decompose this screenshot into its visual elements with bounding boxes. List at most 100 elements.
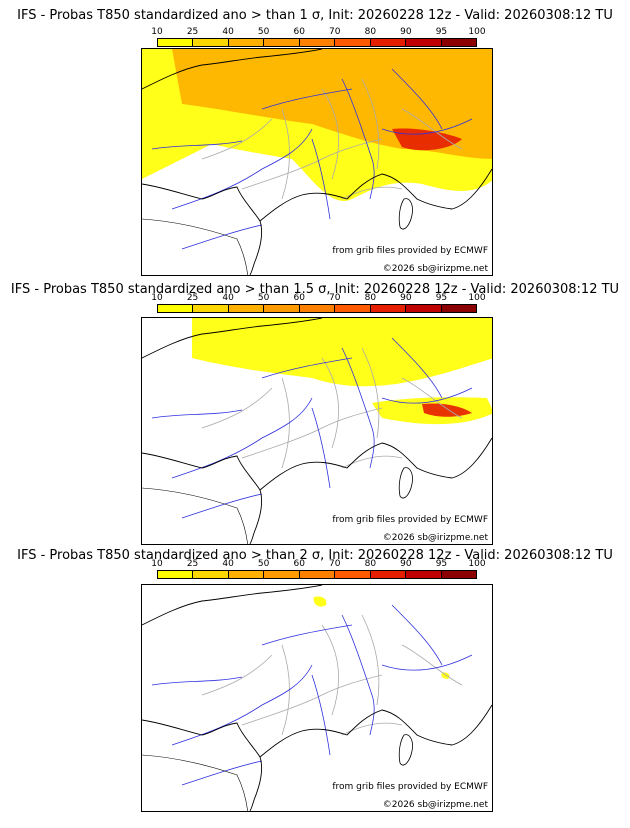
river (261, 624, 353, 646)
colorbar-swatch (158, 571, 194, 578)
coastline (142, 754, 249, 811)
colorbar-swatch (335, 39, 371, 46)
map-graphic (142, 318, 492, 544)
river (341, 614, 375, 736)
colorbar-tick-label: 70 (329, 293, 341, 303)
colorbar-tick-label: 90 (400, 293, 412, 303)
colorbar-ticks: 10 25 40 50 60 70 80 90 95 100 (151, 293, 485, 303)
colorbar-tick-label: 60 (293, 559, 305, 569)
colorbar-swatch (299, 305, 336, 312)
river (381, 387, 473, 404)
colorbar-swatches (157, 38, 477, 47)
coastline (259, 704, 492, 758)
river (151, 676, 243, 686)
copyright-label: ©2026 sb@irizpme.net (382, 264, 488, 274)
river (181, 224, 263, 250)
river (311, 674, 331, 756)
colorbar-swatches (157, 570, 477, 579)
colorbar-ticks: 10 25 40 50 60 70 80 90 95 100 (151, 27, 485, 37)
copyright-label: ©2026 sb@irizpme.net (382, 800, 488, 810)
river (181, 493, 263, 519)
probability-map: from grib files provided by ECMWF ©2026 … (141, 48, 493, 276)
colorbar-tick-label: 10 (151, 559, 163, 569)
colorbar-swatch (193, 305, 229, 312)
colorbar-tick-label: 95 (435, 293, 448, 303)
colorbar-tick-label: 70 (329, 559, 341, 569)
river (171, 397, 313, 479)
admin-border (321, 88, 339, 180)
colorbar-tick-label: 25 (186, 27, 199, 37)
colorbar-swatch (193, 39, 229, 46)
river (261, 88, 353, 110)
panel-title: IFS - Probas T850 standardized ano > tha… (10, 282, 620, 297)
colorbar-tick-label: 100 (468, 293, 486, 303)
river (311, 407, 331, 489)
colorbar: 10 25 40 50 60 70 80 90 95 100 (151, 27, 486, 47)
river (341, 347, 375, 469)
probability-map: from grib files provided by ECMWF ©2026 … (141, 317, 493, 545)
admin-border (201, 654, 273, 696)
island-outline (398, 198, 413, 230)
probability-area (422, 403, 472, 417)
colorbar-swatch (370, 305, 407, 312)
admin-border (321, 624, 339, 716)
colorbar-swatch (370, 39, 407, 46)
probability-area (313, 596, 327, 607)
colorbar-swatch (406, 305, 442, 312)
panel-title: IFS - Probas T850 standardized ano > tha… (17, 548, 613, 563)
colorbar-swatch (299, 571, 336, 578)
colorbar-tick-label: 100 (468, 27, 486, 37)
admin-border (361, 347, 380, 439)
colorbar: 10 25 40 50 60 70 80 90 95 100 (151, 293, 486, 313)
river (391, 68, 443, 130)
river (151, 140, 243, 150)
probability-area (192, 318, 492, 387)
colorbar-swatch (335, 305, 371, 312)
admin-border (201, 118, 273, 160)
colorbar-swatch (193, 571, 229, 578)
colorbar-swatch (228, 39, 265, 46)
coastline (259, 168, 492, 222)
island-outline (398, 467, 413, 499)
colorbar-swatch (264, 305, 300, 312)
colorbar-tick-label: 100 (468, 559, 486, 569)
island-outline (398, 734, 413, 766)
admin-border (241, 407, 383, 459)
river (151, 409, 243, 419)
colorbar-swatch (335, 571, 371, 578)
colorbar-swatch (264, 39, 300, 46)
colorbar-swatch (406, 571, 442, 578)
colorbar: 10 25 40 50 60 70 80 90 95 100 (151, 559, 486, 579)
colorbar-tick-label: 10 (151, 27, 163, 37)
colorbar-tick-label: 60 (293, 293, 305, 303)
coastline (142, 585, 323, 811)
river (381, 118, 473, 135)
colorbar-tick-label: 70 (329, 27, 341, 37)
river (391, 337, 443, 399)
source-credit: from grib files provided by ECMWF (332, 782, 488, 792)
admin-border (361, 614, 380, 706)
copyright-label: ©2026 sb@irizpme.net (382, 533, 488, 543)
admin-border (401, 377, 463, 419)
colorbar-swatch (158, 39, 194, 46)
colorbar-swatch (158, 305, 194, 312)
colorbar-swatch (441, 39, 476, 46)
colorbar-swatch (299, 39, 336, 46)
colorbar-swatches (157, 304, 477, 313)
river (341, 78, 375, 200)
probability-area (441, 672, 450, 679)
coastline (142, 49, 323, 275)
source-credit: from grib files provided by ECMWF (332, 515, 488, 525)
colorbar-tick-label: 50 (257, 27, 270, 37)
colorbar-tick-label: 80 (364, 293, 377, 303)
map-graphic (142, 49, 492, 275)
probability-map: from grib files provided by ECMWF ©2026 … (141, 584, 493, 812)
admin-border (201, 387, 273, 429)
colorbar-tick-label: 90 (400, 27, 412, 37)
colorbar-tick-label: 80 (364, 27, 377, 37)
coastline (142, 318, 323, 544)
river (261, 357, 353, 379)
map-graphic (142, 585, 492, 811)
colorbar-ticks: 10 25 40 50 60 70 80 90 95 100 (151, 559, 485, 569)
colorbar-tick-label: 25 (186, 559, 199, 569)
